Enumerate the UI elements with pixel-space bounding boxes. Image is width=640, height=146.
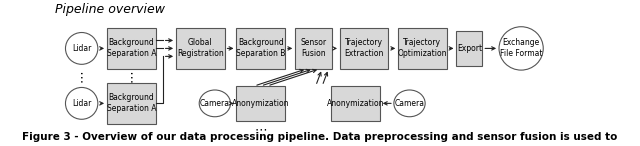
Text: Export: Export (457, 44, 482, 53)
FancyBboxPatch shape (398, 28, 447, 69)
Text: Camera: Camera (394, 99, 424, 108)
Text: Trajectory
Optimization: Trajectory Optimization (397, 38, 447, 58)
Text: Anonymization: Anonymization (327, 99, 385, 108)
FancyBboxPatch shape (456, 31, 483, 66)
FancyBboxPatch shape (340, 28, 388, 69)
Text: Camera: Camera (200, 99, 230, 108)
Text: Pipeline overview: Pipeline overview (54, 3, 164, 16)
Text: Global
Registration: Global Registration (177, 38, 223, 58)
Text: ⋯: ⋯ (75, 70, 88, 82)
Text: Anonymization: Anonymization (232, 99, 289, 108)
Text: ⋯: ⋯ (125, 70, 138, 82)
Text: Figure 3 - Overview of our data processing pipeline. Data preprocessing and sens: Figure 3 - Overview of our data processi… (22, 132, 618, 142)
Text: Background
Separation A: Background Separation A (106, 38, 156, 58)
Ellipse shape (65, 87, 98, 119)
Text: Trajectory
Extraction: Trajectory Extraction (344, 38, 384, 58)
Ellipse shape (499, 27, 543, 70)
FancyBboxPatch shape (176, 28, 225, 69)
Text: Lidar: Lidar (72, 99, 92, 108)
Ellipse shape (199, 90, 230, 117)
Text: Lidar: Lidar (72, 44, 92, 53)
FancyBboxPatch shape (236, 28, 285, 69)
Text: ⋯: ⋯ (255, 123, 267, 136)
Text: Sensor
Fusion: Sensor Fusion (300, 38, 326, 58)
Text: Background
Separation A: Background Separation A (106, 93, 156, 113)
Text: Exchange
File Format: Exchange File Format (500, 38, 542, 58)
FancyBboxPatch shape (236, 86, 285, 121)
Ellipse shape (394, 90, 425, 117)
FancyBboxPatch shape (107, 83, 156, 124)
Ellipse shape (65, 33, 98, 64)
FancyBboxPatch shape (295, 28, 332, 69)
FancyBboxPatch shape (332, 86, 380, 121)
FancyBboxPatch shape (107, 28, 156, 69)
Text: Background
Separation B: Background Separation B (236, 38, 285, 58)
